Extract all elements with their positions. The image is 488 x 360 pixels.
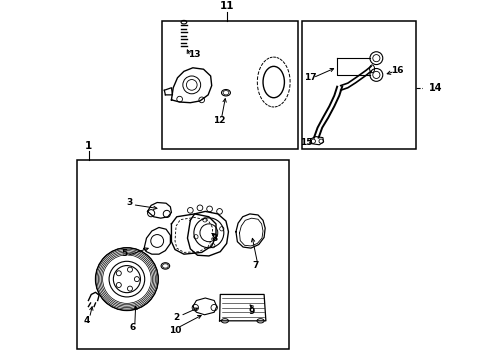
Text: 3: 3 [126, 198, 133, 207]
Text: 2: 2 [173, 313, 180, 322]
Text: 5: 5 [121, 249, 127, 258]
Text: 7: 7 [251, 261, 258, 270]
Bar [301, 21, 415, 149]
Bar [77, 160, 288, 348]
Text: 6: 6 [129, 323, 135, 332]
Text: 14: 14 [428, 84, 442, 94]
Text: 8: 8 [211, 234, 217, 243]
Text: 15: 15 [299, 138, 311, 147]
Text: 12: 12 [213, 116, 225, 125]
Text: 4: 4 [83, 316, 90, 325]
Bar [162, 21, 297, 149]
Text: 9: 9 [248, 307, 254, 316]
Text: 11: 11 [219, 1, 233, 12]
Text: 16: 16 [391, 66, 403, 75]
Text: 10: 10 [168, 325, 181, 334]
Text: 1: 1 [85, 141, 92, 151]
Text: 13: 13 [188, 50, 201, 59]
Text: 17: 17 [304, 73, 316, 82]
